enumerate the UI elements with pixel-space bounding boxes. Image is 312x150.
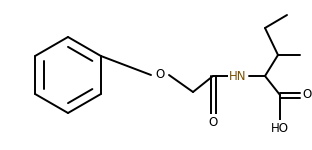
Text: O: O	[208, 116, 218, 129]
Text: O: O	[155, 69, 165, 81]
Text: HN: HN	[229, 69, 247, 82]
Text: O: O	[302, 88, 312, 102]
Text: HO: HO	[271, 122, 289, 135]
